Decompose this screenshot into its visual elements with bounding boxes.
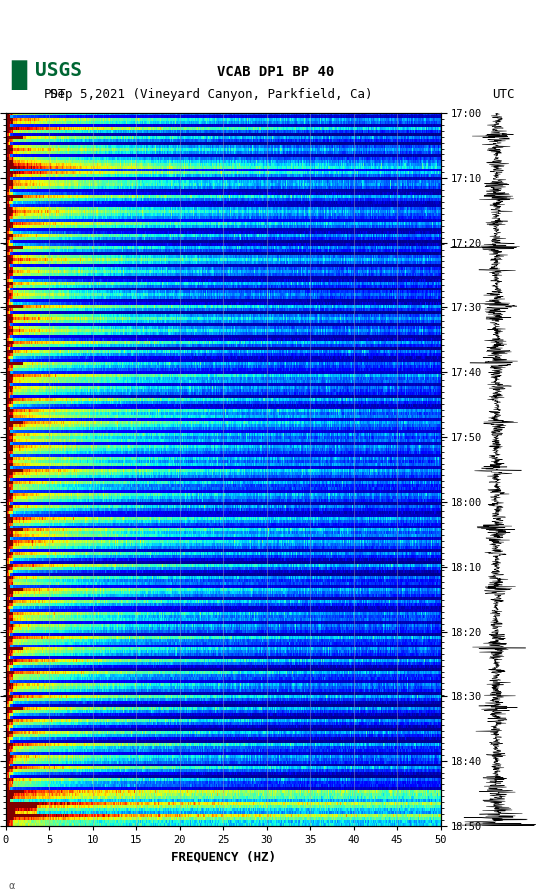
Text: Sep 5,2021 (Vineyard Canyon, Parkfield, Ca): Sep 5,2021 (Vineyard Canyon, Parkfield, …	[50, 88, 373, 101]
X-axis label: FREQUENCY (HZ): FREQUENCY (HZ)	[171, 851, 275, 864]
Text: α: α	[8, 880, 15, 890]
Text: PDT: PDT	[44, 88, 66, 101]
Text: VCAB DP1 BP 40: VCAB DP1 BP 40	[217, 64, 335, 79]
Text: █: █	[11, 61, 26, 90]
Text: UTC: UTC	[492, 88, 514, 101]
Text: USGS: USGS	[35, 61, 82, 79]
